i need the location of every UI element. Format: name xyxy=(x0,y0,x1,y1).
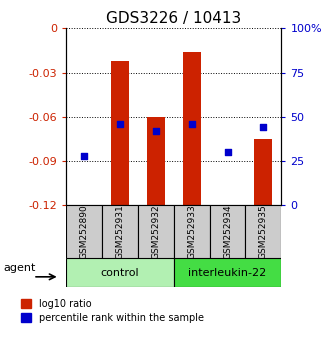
Bar xyxy=(138,205,174,258)
Bar xyxy=(102,205,138,258)
Point xyxy=(261,125,266,130)
Text: GSM252890: GSM252890 xyxy=(80,205,89,259)
Text: GSM252932: GSM252932 xyxy=(151,205,160,259)
Text: agent: agent xyxy=(3,263,36,273)
Point xyxy=(81,153,87,159)
Text: GSM252934: GSM252934 xyxy=(223,205,232,259)
Point xyxy=(117,121,122,127)
Bar xyxy=(218,205,237,207)
Text: control: control xyxy=(101,268,139,278)
Bar xyxy=(183,52,201,205)
Bar xyxy=(246,205,281,258)
Bar xyxy=(75,205,93,207)
Bar xyxy=(66,205,102,258)
Legend: log10 ratio, percentile rank within the sample: log10 ratio, percentile rank within the … xyxy=(22,299,204,322)
Point xyxy=(225,149,230,155)
Bar xyxy=(174,258,281,287)
Bar xyxy=(111,61,129,205)
Point xyxy=(189,121,194,127)
Bar xyxy=(66,258,174,287)
Bar xyxy=(147,117,165,205)
Text: interleukin-22: interleukin-22 xyxy=(188,268,267,278)
Text: GSM252933: GSM252933 xyxy=(187,205,196,259)
Text: GSM252931: GSM252931 xyxy=(116,205,124,259)
Text: GSM252935: GSM252935 xyxy=(259,205,268,259)
Title: GDS3226 / 10413: GDS3226 / 10413 xyxy=(106,11,241,26)
Bar xyxy=(174,205,210,258)
Bar xyxy=(255,139,272,205)
Bar xyxy=(210,205,246,258)
Point xyxy=(153,128,159,134)
